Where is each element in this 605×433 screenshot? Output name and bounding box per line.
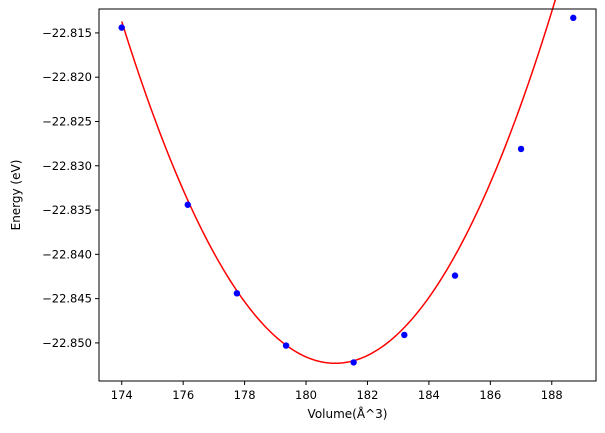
x-tick-label: 178 [234, 388, 256, 402]
data-point [233, 290, 241, 297]
data-point [282, 342, 290, 349]
x-axis-label: Volume(Å^3) [308, 406, 388, 421]
x-tick-label: 174 [111, 388, 133, 402]
y-tick-label: −22.835 [42, 203, 92, 217]
data-point [570, 14, 577, 22]
x-axis: 174 176 178 180 182 184 186 188 [111, 381, 563, 402]
x-tick-label: 180 [295, 388, 317, 402]
y-tick-label: −22.840 [42, 247, 92, 261]
x-tick-label: 182 [356, 388, 378, 402]
data-point [118, 24, 125, 31]
data-point [401, 331, 408, 339]
x-tick-label: 184 [418, 388, 440, 402]
data-point [517, 145, 525, 153]
fit-curve-layer [121, 0, 557, 365]
data-point [184, 201, 191, 208]
y-axis: −22.850 −22.845 −22.840 −22.835 −22.830 −22.8… [42, 26, 99, 350]
x-tick-label: 176 [172, 388, 194, 402]
x-tick-label: 188 [541, 388, 563, 402]
fit-curve-line [121, 0, 557, 365]
data-point [451, 272, 459, 279]
y-tick-label: −22.820 [42, 70, 92, 84]
y-tick-label: −22.850 [42, 336, 92, 350]
y-tick-label: −22.845 [42, 292, 92, 306]
data-point [350, 359, 357, 366]
y-axis-label: Energy (eV) [9, 160, 23, 231]
y-tick-label: −22.830 [42, 159, 92, 173]
y-tick-label: −22.825 [42, 114, 92, 128]
y-tick-label: −22.815 [42, 26, 92, 40]
plot-frame [98, 8, 597, 382]
x-tick-label: 186 [479, 388, 501, 402]
data-points-layer [118, 14, 577, 366]
